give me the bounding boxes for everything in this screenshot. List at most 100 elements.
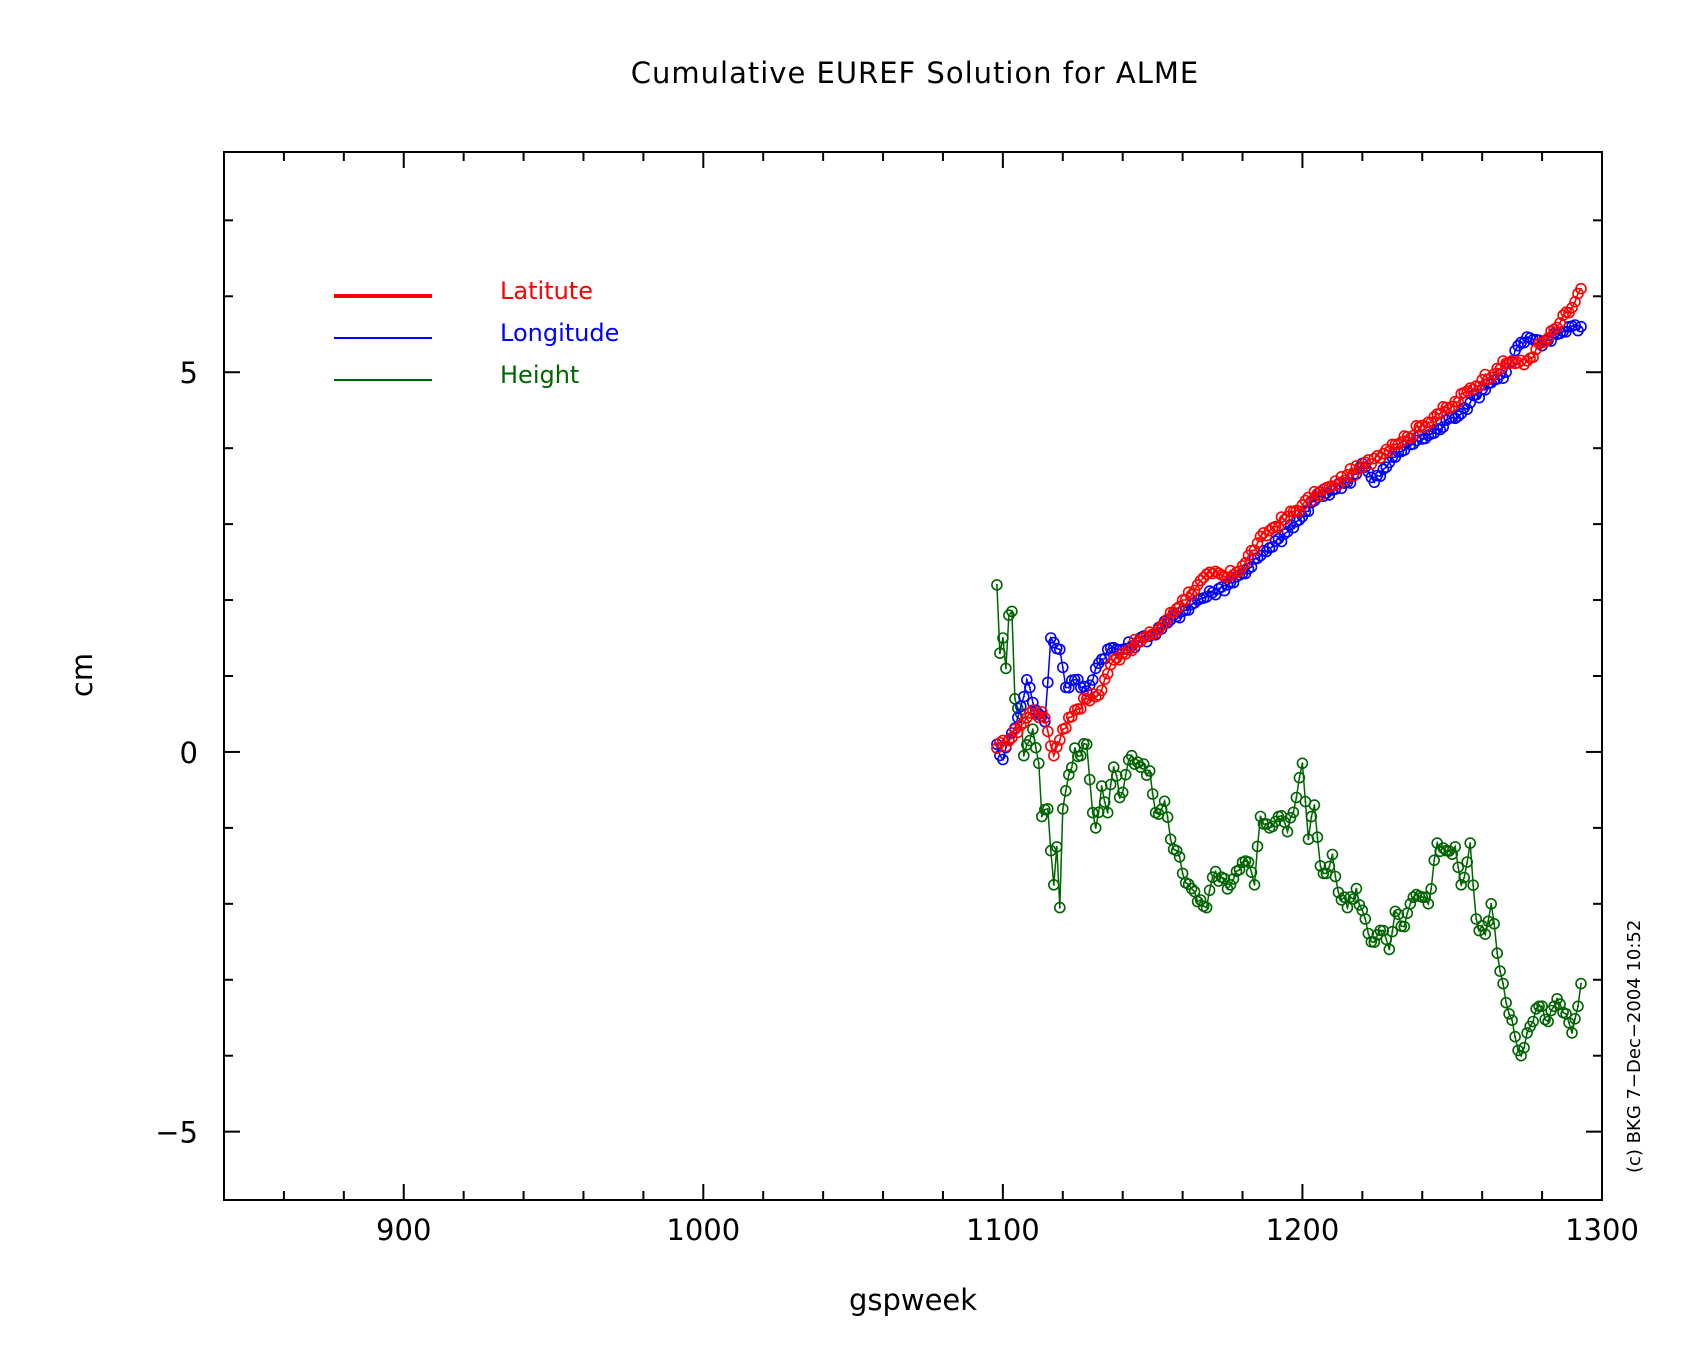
data-point-height	[991, 579, 1003, 591]
data-point-center-latitute	[1235, 571, 1238, 574]
data-point-center-height	[1166, 816, 1169, 819]
data-point-center-latitute	[1463, 391, 1466, 394]
data-point-latitute	[1347, 470, 1360, 482]
data-point-height	[1491, 947, 1503, 960]
data-point-latitute	[1155, 619, 1168, 632]
data-point-height	[1380, 933, 1393, 946]
y-axis-label: cm	[65, 653, 99, 697]
data-point-center-height	[1079, 754, 1082, 757]
data-point-center-longitude	[1373, 481, 1376, 484]
data-point-center-height	[1106, 811, 1109, 814]
data-point-center-height	[1526, 1031, 1529, 1034]
data-point-height	[1054, 901, 1066, 914]
data-point-height	[1464, 837, 1476, 849]
y-tick-labels: −5 0 5	[155, 356, 198, 1149]
data-point-height	[1404, 897, 1417, 910]
data-point-center-longitude	[1349, 482, 1352, 484]
data-point-latitute	[1461, 385, 1473, 398]
data-point-height	[1572, 1000, 1584, 1013]
data-point-center-height	[1319, 864, 1322, 867]
data-point-center-latitute	[1253, 549, 1256, 552]
data-point-longitude	[1266, 541, 1279, 553]
data-point-height	[1066, 761, 1078, 774]
data-point-center-latitute	[1337, 483, 1340, 486]
data-point-height	[1155, 803, 1168, 816]
data-point-center-height	[1493, 922, 1496, 925]
data-point-center-longitude	[1247, 567, 1250, 570]
data-point-latitute	[1113, 653, 1126, 666]
data-point-height	[1110, 770, 1123, 782]
data-point-center-latitute	[1496, 367, 1499, 370]
data-point-center-latitute	[1580, 287, 1582, 290]
data-point-center-longitude	[1421, 438, 1424, 440]
data-point-center-height	[1061, 807, 1064, 810]
data-point-center-height	[1502, 982, 1505, 985]
data-point-center-height	[1277, 815, 1280, 818]
data-point-height	[1314, 860, 1327, 872]
plot-frame	[223, 151, 1603, 1201]
data-point-height	[1506, 1014, 1518, 1027]
data-point-longitude	[1512, 339, 1524, 352]
data-point-center-height	[1457, 866, 1460, 869]
data-point-center-latitute	[1016, 731, 1019, 734]
data-point-center-longitude	[1079, 686, 1082, 689]
data-point-height	[1017, 749, 1030, 762]
data-point-latitute	[1254, 530, 1267, 543]
data-point-height	[1194, 894, 1207, 906]
data-point-center-latitute	[1358, 467, 1361, 470]
data-point-height	[1494, 965, 1506, 978]
data-point-center-longitude	[1580, 325, 1582, 328]
data-point-latitute	[1428, 411, 1440, 423]
data-point-longitude	[1215, 581, 1228, 593]
data-point-latitute	[1344, 462, 1357, 475]
data-point-height	[1075, 749, 1087, 762]
data-point-height	[1281, 825, 1294, 838]
data-point-latitute	[1011, 726, 1024, 739]
data-point-center-height	[1484, 933, 1487, 936]
data-point-center-longitude	[1031, 701, 1034, 704]
data-point-center-longitude	[1562, 330, 1565, 333]
data-point-center-longitude	[1076, 678, 1079, 681]
data-point-center-height	[1013, 697, 1016, 700]
data-point-latitute	[1054, 734, 1066, 746]
data-point-latitute	[1167, 606, 1180, 619]
data-point-center-longitude	[1502, 377, 1505, 380]
x-tick-label: 1300	[1565, 1213, 1639, 1247]
x-tick-label: 1100	[966, 1213, 1040, 1247]
data-point-height	[1143, 765, 1156, 777]
data-point-center-height	[1325, 872, 1328, 875]
data-point-height	[1398, 920, 1411, 933]
data-point-center-height	[1112, 766, 1115, 769]
x-tick-label: 1000	[666, 1213, 740, 1247]
data-point-center-latitute	[1460, 392, 1463, 395]
data-point-center-latitute	[1055, 745, 1058, 748]
data-point-height	[1063, 768, 1075, 781]
data-point-center-longitude	[1061, 666, 1064, 669]
data-point-height	[1461, 856, 1473, 868]
data-point-longitude	[1368, 476, 1381, 489]
data-point-center-longitude	[1001, 758, 1004, 761]
data-point-height	[1057, 803, 1069, 815]
data-point-center-height	[1184, 881, 1187, 884]
data-point-latitute	[1530, 343, 1542, 356]
data-point-center-latitute	[1412, 434, 1415, 437]
data-point-latitute	[1257, 527, 1270, 539]
data-point-height	[1548, 1000, 1560, 1013]
data-point-center-height	[1151, 793, 1154, 795]
data-point-center-longitude	[1085, 690, 1088, 693]
data-point-center-latitute	[1040, 710, 1043, 713]
data-point-center-height	[1055, 845, 1058, 848]
data-point-center-latitute	[1070, 715, 1073, 718]
data-point-center-longitude	[1160, 627, 1163, 630]
data-point-longitude	[1063, 681, 1075, 694]
data-point-center-height	[1253, 883, 1256, 886]
data-point-center-height	[1562, 1011, 1565, 1014]
data-point-latitute	[1060, 722, 1072, 734]
data-point-longitude	[1048, 636, 1060, 649]
data-point-center-height	[1196, 900, 1199, 903]
data-point-height	[1485, 897, 1497, 910]
data-point-center-height	[1163, 800, 1166, 803]
data-point-height	[1104, 778, 1117, 791]
data-point-center-latitute	[1043, 716, 1046, 719]
data-point-center-latitute	[1064, 727, 1067, 729]
